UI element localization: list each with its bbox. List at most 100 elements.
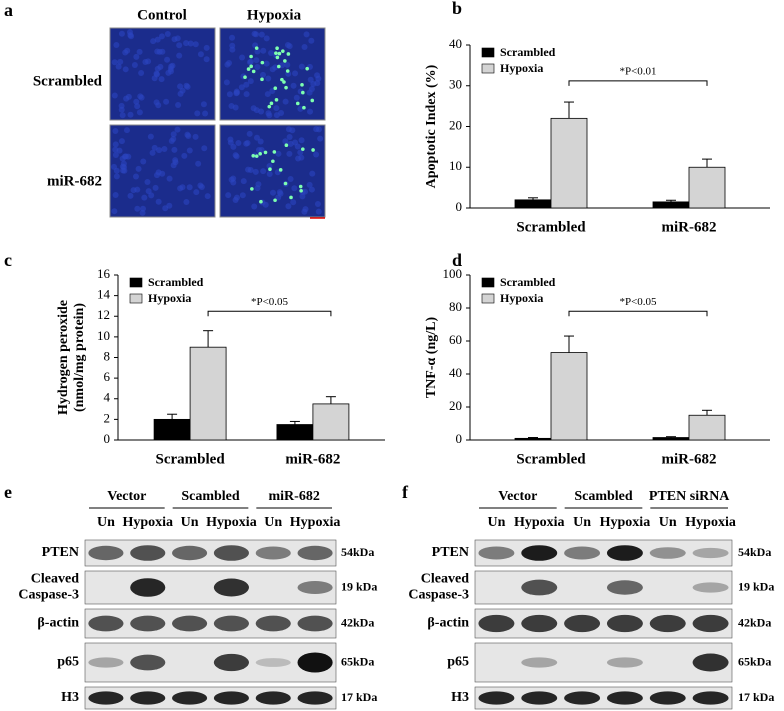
nucleus (313, 151, 320, 158)
nucleus (269, 66, 276, 73)
size-label: 42kDa (341, 615, 374, 629)
nucleus (179, 87, 186, 94)
nucleus (157, 63, 164, 70)
nucleus (314, 201, 321, 208)
tunel-positive (260, 77, 264, 82)
tunel-positive (274, 98, 279, 102)
nucleus (200, 101, 207, 108)
nucleus (172, 159, 179, 166)
nucleus (150, 38, 157, 45)
blot-band (130, 615, 166, 632)
tunel-positive (299, 189, 303, 193)
nucleus (246, 130, 253, 137)
nucleus (314, 72, 321, 79)
nucleus (250, 105, 257, 112)
y-tick-label: 14 (97, 287, 111, 302)
nucleus (131, 62, 138, 69)
nucleus (247, 78, 254, 85)
tunel-positive (281, 49, 285, 53)
nucleus (118, 138, 125, 145)
blot-band (130, 545, 166, 561)
nucleus (251, 203, 258, 210)
blot-band (130, 654, 166, 671)
nucleus (229, 46, 236, 53)
nucleus (127, 111, 134, 118)
nucleus (247, 58, 254, 65)
significance-label: *P<0.05 (619, 296, 657, 308)
micrograph (219, 124, 326, 218)
lane-label: Hypoxia (122, 515, 173, 530)
blot-band (564, 614, 601, 633)
blot-band (297, 652, 333, 673)
blot-strip (84, 539, 337, 567)
nucleus (193, 189, 200, 196)
size-label: 65kDa (738, 654, 771, 668)
legend-label: Hypoxia (500, 61, 543, 75)
significance-bracket (568, 80, 708, 86)
nucleus (265, 75, 272, 82)
panel-label: f (402, 482, 409, 502)
nucleus (266, 163, 273, 170)
nucleus (183, 198, 190, 205)
nucleus (243, 91, 250, 98)
nucleus (113, 41, 120, 48)
nucleus (263, 35, 270, 42)
nucleus (118, 106, 125, 113)
nucleus (171, 146, 178, 153)
nucleus (285, 203, 292, 210)
blot-strip (474, 539, 733, 567)
blot-band (606, 545, 643, 561)
y-tick-label: 10 (449, 158, 462, 173)
nucleus (230, 179, 237, 186)
legend-swatch (481, 293, 495, 304)
nucleus (171, 36, 178, 43)
nucleus (315, 208, 322, 215)
tunel-positive (301, 147, 305, 151)
nucleus (141, 194, 148, 201)
nucleus (139, 209, 146, 216)
bar (189, 346, 227, 441)
row-label: PTEN (42, 545, 79, 560)
nucleus (204, 193, 211, 200)
group-label: Scambled (181, 489, 240, 504)
nucleus (245, 166, 252, 173)
bar (550, 117, 588, 209)
nucleus (176, 42, 183, 49)
nucleus (164, 56, 171, 63)
blot-band (692, 691, 729, 705)
blot-band (606, 691, 643, 705)
nucleus (112, 192, 119, 199)
nucleus (240, 178, 247, 185)
nucleus (203, 44, 210, 51)
legend-swatch (481, 63, 495, 74)
tunel-positive (268, 167, 272, 172)
nucleus (239, 192, 246, 199)
nucleus (306, 89, 313, 96)
nucleus (116, 147, 123, 154)
tunel-positive (251, 69, 256, 74)
blot-band (649, 614, 686, 633)
nucleus (197, 51, 204, 58)
nucleus (286, 43, 293, 50)
bar (153, 418, 191, 441)
nucleus (255, 147, 262, 154)
nucleus (166, 175, 173, 182)
x-tick-label: Scrambled (156, 451, 226, 467)
blot-band (255, 615, 291, 632)
nucleus (287, 175, 294, 182)
nucleus (170, 136, 177, 143)
row-label: Cleaved (31, 572, 79, 587)
blot-band (649, 547, 686, 559)
tunel-positive (254, 46, 259, 50)
y-axis-label: TNF-α (ng/L) (424, 317, 439, 399)
nucleus (259, 71, 266, 78)
nucleus (175, 102, 182, 109)
nucleus (176, 52, 183, 59)
blot-band (88, 691, 124, 705)
nucleus (273, 105, 280, 112)
blot-strip (84, 642, 337, 683)
blot-band (478, 546, 515, 560)
tunel-positive (283, 59, 287, 63)
nucleus (194, 110, 201, 117)
size-label: 42kDa (738, 615, 771, 629)
